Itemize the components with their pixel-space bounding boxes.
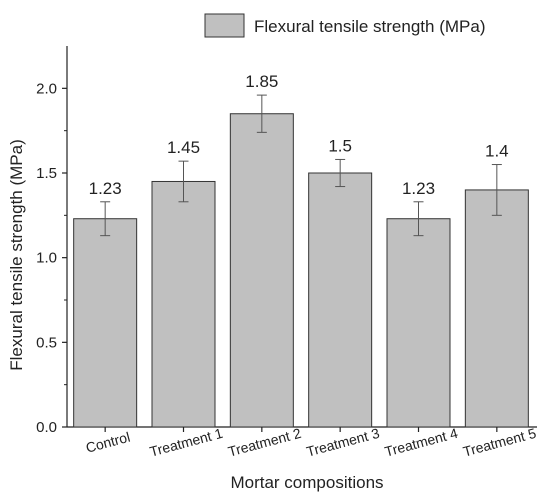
data-label: 1.23 — [89, 179, 122, 198]
x-tick-label: Control — [84, 429, 132, 456]
bar — [151, 180, 216, 428]
x-tick-label: Treatment 1 — [148, 425, 225, 460]
bar — [73, 218, 138, 428]
data-label: 1.85 — [245, 72, 278, 91]
x-axis-label: Mortar compositions — [230, 473, 383, 492]
bar — [386, 218, 451, 428]
y-tick-label: 2.0 — [36, 80, 57, 97]
legend-label: Flexural tensile strength (MPa) — [254, 17, 485, 36]
y-tick-label: 0.0 — [36, 419, 57, 436]
y-axis-label: Flexural tensile strength (MPa) — [7, 139, 26, 370]
x-tick-label: Treatment 4 — [383, 425, 460, 460]
data-label: 1.23 — [402, 179, 435, 198]
x-tick-label: Treatment 5 — [461, 425, 538, 460]
data-label: 1.5 — [328, 136, 352, 155]
data-label: 1.45 — [167, 138, 200, 157]
y-tick-label: 1.0 — [36, 250, 57, 267]
data-label: 1.4 — [485, 142, 509, 161]
x-tick-label: Treatment 2 — [226, 425, 303, 460]
bar — [464, 189, 529, 428]
bar — [229, 113, 294, 428]
legend: Flexural tensile strength (MPa) — [204, 13, 485, 38]
y-tick-label: 0.5 — [36, 334, 57, 351]
bar — [308, 172, 373, 428]
y-tick-label: 1.5 — [36, 165, 57, 182]
plot-area: 0.0 0.5 1.0 1.5 2.0 1.23 Control 1.45 Treatment … — [36, 46, 538, 460]
x-tick-label: Treatment 3 — [305, 425, 382, 460]
legend-swatch — [204, 13, 245, 38]
